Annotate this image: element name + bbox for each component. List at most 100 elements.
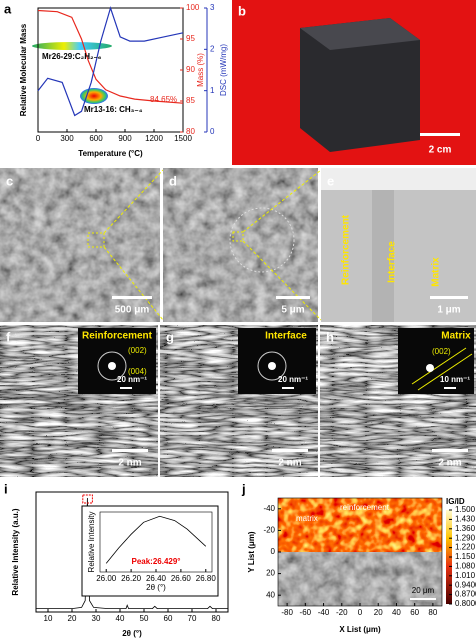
interface-band xyxy=(372,190,394,322)
y-tick-label: 1.500 xyxy=(455,505,476,514)
outline xyxy=(229,207,295,273)
y-tick-label: 1.290 xyxy=(455,533,476,542)
y-tick-label: 1.010 xyxy=(455,571,476,580)
panel-c: 500 μm c xyxy=(0,168,164,322)
panel-label: i xyxy=(4,481,8,496)
ms-signal xyxy=(80,88,108,104)
x-tick-label: 60 xyxy=(410,608,419,617)
x-tick-label: 0 xyxy=(36,134,41,143)
scale-bar xyxy=(432,449,468,452)
x-tick-label: 1500 xyxy=(174,134,192,143)
colorbar-label: IG/ID xyxy=(446,497,465,506)
ring xyxy=(257,351,287,381)
sem-image xyxy=(278,552,442,606)
annotation: Mr26-29:C₂H₂₋₆ xyxy=(42,52,102,61)
scale-label: 2 nm xyxy=(438,458,461,469)
x-tick-label: 80 xyxy=(428,608,437,617)
region-label: Reinforcement xyxy=(341,214,352,285)
panel-label: f xyxy=(6,329,11,344)
y-tick-label: 0.8000 xyxy=(455,599,476,608)
peak-label: (002) xyxy=(432,347,451,356)
cube-top xyxy=(300,18,420,50)
peak-label: (004) xyxy=(128,367,147,376)
y-tick-label: 0 xyxy=(210,127,215,136)
panel-h: Matrix (002) 10 nm⁻¹ 2 nm h xyxy=(320,325,476,477)
dsc-curve xyxy=(37,5,184,117)
scale-label: 20 μm xyxy=(412,586,435,595)
ms-signal xyxy=(32,42,112,50)
mass-curve xyxy=(37,9,184,104)
panel-label: c xyxy=(6,173,13,188)
center-spot xyxy=(108,362,116,370)
x-axis-label: Temperature (°C) xyxy=(78,149,143,158)
y-tick-label: 40 xyxy=(266,590,275,599)
y-tick-label: 80 xyxy=(186,127,195,136)
y-axis-label: Y List (μm) xyxy=(247,531,256,573)
inset-y-label: Relative Intensity xyxy=(87,512,96,573)
scale-label: 2 nm xyxy=(278,458,301,469)
x-tick-label: 20 xyxy=(68,614,77,623)
saed-inset xyxy=(238,328,316,394)
y-tick-label: 90 xyxy=(186,65,195,74)
panel-label: e xyxy=(327,173,334,188)
y-tick-label: 1 xyxy=(210,86,215,95)
saed-inset xyxy=(78,328,156,394)
region-label: matrix xyxy=(296,514,318,523)
center-spot xyxy=(426,364,434,372)
y-tick-label: 85 xyxy=(186,96,195,105)
scale-bar xyxy=(430,296,468,299)
y-tick-label: 1.430 xyxy=(455,515,476,524)
panel-label: a xyxy=(4,1,12,16)
x-tick-label: -20 xyxy=(336,608,348,617)
y-tick-label: -20 xyxy=(263,526,275,535)
inset-scale-label: 20 nm⁻¹ xyxy=(117,375,147,384)
panel-j: matrix reinforcement 20 μm j xyxy=(241,481,442,606)
inset-x-label: 2θ (°) xyxy=(146,583,166,592)
cube xyxy=(300,18,420,152)
peak-label: (002) xyxy=(128,346,147,355)
x-tick-label: 26.80 xyxy=(196,574,217,583)
x-tick-label: 70 xyxy=(188,614,197,623)
panel-f: Reinforcement (002) (004) 20 nm⁻¹ 2 nm f xyxy=(0,325,158,477)
y-tick-label: 3 xyxy=(210,3,215,12)
annotation: Mr13-16: CH₃₋₄ xyxy=(84,105,143,114)
panel-d: 5 μm d xyxy=(163,168,322,322)
scale-bar xyxy=(120,387,132,389)
y-tick-label: 1.220 xyxy=(455,543,476,552)
scale-bar xyxy=(112,296,152,299)
inset-scale-label: 10 nm⁻¹ xyxy=(440,375,470,384)
inset-title: Matrix xyxy=(441,331,471,342)
y-tick-label: 95 xyxy=(186,34,195,43)
x-axis-label: X List (μm) xyxy=(339,625,381,634)
y-tick-label: 20 xyxy=(266,569,275,578)
zoom-line xyxy=(242,240,322,321)
annotation: Peak:26.429° xyxy=(131,557,180,566)
x-tick-label: 900 xyxy=(118,134,132,143)
x-tick-label: 40 xyxy=(116,614,125,623)
scale-label: 1 μm xyxy=(437,305,460,316)
x-tick-label: 26.00 xyxy=(96,574,117,583)
scale-label: 5 μm xyxy=(281,305,304,316)
x-tick-label: 300 xyxy=(60,134,74,143)
panel-label: g xyxy=(166,329,174,344)
inset-title: Reinforcement xyxy=(82,331,153,342)
inset-frame xyxy=(81,505,219,597)
top-region xyxy=(321,168,476,190)
x-tick-label: 1200 xyxy=(145,134,163,143)
y-axis-label: Mass (%) xyxy=(196,53,205,87)
panel-label: b xyxy=(238,3,246,18)
scale-bar xyxy=(444,387,456,389)
raman-map xyxy=(278,498,442,552)
scale-bar xyxy=(282,387,294,389)
y-tick-label: 0 xyxy=(271,547,276,556)
panel-g: Interface 20 nm⁻¹ 2 nm g xyxy=(160,325,318,477)
scale-bar xyxy=(410,598,436,600)
x-tick-label: 20 xyxy=(374,608,383,617)
panel-i: i xyxy=(4,481,8,496)
y-axis-label: Relative Intensity (a.u.) xyxy=(11,508,20,595)
x-tick-label: -40 xyxy=(318,608,330,617)
x-tick-label: 80 xyxy=(212,614,221,623)
